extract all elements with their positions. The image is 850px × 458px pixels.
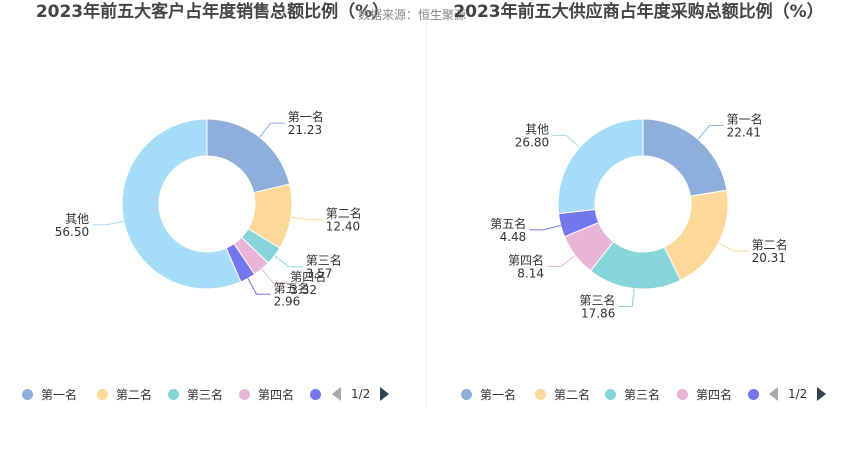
customer-chart-title: 2023年前五大客户占年度销售总额比例（%） — [35, 2, 390, 22]
legend-item-4[interactable]: 第四名 — [239, 384, 294, 404]
legend-next-icon[interactable] — [817, 387, 827, 401]
legend-item-2[interactable]: 第二名 — [535, 384, 590, 404]
leader-line-6 — [552, 134, 580, 148]
legend-label: 第四名 — [258, 387, 295, 402]
legend-item-2[interactable]: 第二名 — [97, 384, 152, 404]
legend-swatch — [97, 388, 108, 400]
legend-item-3[interactable]: 第三名 — [605, 384, 660, 404]
leader-line-5 — [529, 224, 561, 231]
legend-prev-icon[interactable] — [769, 387, 778, 401]
slice-label-value-2: 20.31 — [752, 251, 786, 265]
donut-slice-1[interactable] — [206, 118, 291, 194]
donut-slice-1[interactable] — [642, 118, 728, 197]
slice-label-value-5: 4.48 — [500, 230, 527, 244]
slice-label-name-3: 第三名 — [306, 253, 342, 268]
leader-line-5 — [247, 278, 271, 295]
leader-line-2 — [718, 242, 749, 252]
legend-label: 第一名 — [480, 387, 517, 402]
leader-line-4 — [261, 268, 288, 284]
legend-page-text: 1/2 — [351, 387, 371, 401]
legend-pager: 1/2 — [332, 384, 390, 404]
leader-line-2 — [290, 216, 323, 221]
leader-line-3 — [618, 288, 635, 307]
legend-item-1[interactable]: 第一名 — [22, 384, 77, 404]
legend-swatch — [535, 388, 546, 400]
slice-label-value-4: 3.32 — [290, 283, 317, 297]
customer-legend: 第一名 第二名 第三名 第四名 1/2 — [0, 384, 425, 404]
legend-item-3[interactable]: 第三名 — [168, 384, 223, 404]
legend-label: 第三名 — [624, 387, 661, 402]
slice-label-name-5: 第五名 — [490, 216, 526, 231]
legend-label: 第一名 — [41, 387, 78, 402]
legend-swatch — [748, 388, 759, 400]
donut-slice-6[interactable] — [557, 118, 644, 215]
legend-prev-icon[interactable] — [332, 387, 341, 401]
slice-label-value-4: 8.14 — [517, 266, 544, 280]
slice-label-name-6: 其他 — [525, 122, 549, 136]
slice-label-value-1: 22.41 — [727, 125, 761, 139]
legend-item-5[interactable] — [310, 384, 329, 404]
legend-swatch — [22, 388, 33, 400]
supplier-chart-title: 2023年前五大供应商占年度采购总额比例（%） — [453, 2, 824, 22]
customer-chart-panel: 第一名 21.23 第二名 12.40 第三名 3.57 第四名 3.32 第五名 2.96 其他 5… — [0, 2, 425, 404]
slice-label-value-1: 21.23 — [288, 123, 322, 137]
slice-label-value-6: 26.80 — [515, 135, 549, 149]
leader-line-6 — [92, 220, 124, 226]
legend-item-4[interactable]: 第四名 — [677, 384, 732, 404]
legend-item-1[interactable]: 第一名 — [461, 384, 516, 404]
legend-swatch — [605, 388, 616, 400]
legend-swatch — [461, 388, 472, 400]
supplier-chart-panel: 第一名 22.41 第二名 20.31 第三名 17.86 第四名 8.14 第五名 4.48 其他… — [427, 0, 850, 458]
slice-label-name-1: 第一名 — [727, 111, 763, 126]
legend-swatch — [239, 388, 250, 400]
legend-label: 第二名 — [116, 387, 153, 402]
donut-slice-6[interactable] — [121, 118, 242, 290]
leader-line-1 — [259, 122, 285, 138]
legend-label: 第三名 — [187, 387, 224, 402]
legend-next-icon[interactable] — [380, 387, 390, 401]
slice-label-name-4: 第四名 — [508, 252, 544, 267]
legend-swatch — [168, 388, 179, 400]
panel-divider — [426, 8, 427, 408]
slice-label-value-6: 56.50 — [55, 225, 89, 239]
legend-pager: 1/2 — [769, 384, 827, 404]
slice-label-name-3: 第三名 — [579, 292, 615, 307]
legend-swatch — [677, 388, 688, 400]
leader-line-1 — [697, 124, 724, 140]
legend-item-5[interactable] — [748, 384, 767, 404]
legend-label: 第四名 — [696, 387, 733, 402]
slice-label-name-5: 第五名 — [274, 280, 310, 295]
slice-label-value-3: 17.86 — [581, 306, 615, 320]
source-text: 数据来源：恒生聚源 — [358, 8, 467, 22]
slice-label-value-2: 12.40 — [326, 220, 360, 234]
slice-label-name-6: 其他 — [65, 212, 89, 226]
supplier-legend: 第一名 第二名 第三名 第四名 1/2 — [427, 384, 850, 404]
slice-label-name-4: 第四名 — [290, 269, 326, 284]
leader-line-4 — [547, 255, 576, 267]
slice-label-name-1: 第一名 — [288, 109, 324, 124]
legend-label: 第二名 — [554, 387, 591, 402]
slice-label-name-2: 第二名 — [326, 206, 362, 221]
slice-label-value-3: 3.57 — [306, 267, 333, 281]
slice-label-name-2: 第二名 — [752, 237, 788, 252]
legend-swatch — [310, 388, 321, 400]
slice-label-value-5: 2.96 — [274, 294, 301, 308]
legend-page-text: 1/2 — [788, 387, 808, 401]
leader-line-3 — [274, 255, 303, 268]
